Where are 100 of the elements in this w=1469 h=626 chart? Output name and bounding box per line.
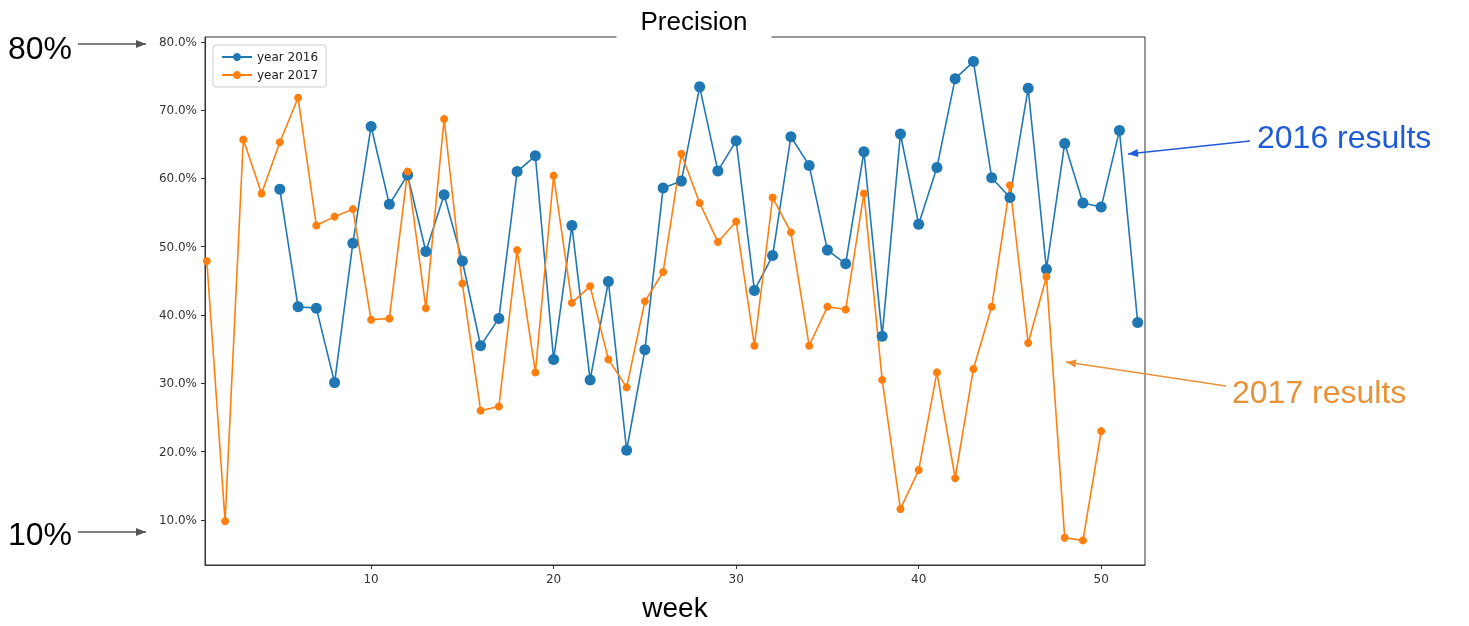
point <box>275 138 284 147</box>
legend-label: year 2017 <box>257 68 319 82</box>
point <box>621 444 633 456</box>
point <box>694 81 706 93</box>
point <box>1113 125 1125 137</box>
point <box>529 150 541 162</box>
y-tick-label: 20.0% <box>158 444 197 459</box>
point <box>294 93 303 102</box>
point <box>1005 181 1014 190</box>
point <box>748 284 760 296</box>
text: 2016 results <box>1257 119 1432 155</box>
point <box>1077 197 1089 209</box>
point <box>456 255 468 267</box>
point <box>785 131 797 143</box>
x-tick-label: 40 <box>911 572 927 586</box>
point <box>329 377 341 389</box>
point <box>549 171 558 180</box>
x-tick-label: 50 <box>1093 572 1109 586</box>
point <box>859 189 868 198</box>
x-tick-label: 30 <box>728 572 744 586</box>
point <box>767 250 779 262</box>
point <box>713 237 722 246</box>
point <box>840 258 852 270</box>
point <box>986 172 998 184</box>
point <box>383 198 395 210</box>
point <box>750 341 759 350</box>
point <box>330 212 339 221</box>
point <box>951 474 960 483</box>
point <box>421 304 430 313</box>
x-axis-title: week <box>641 591 709 623</box>
point <box>458 279 467 288</box>
point <box>730 135 742 147</box>
point <box>823 302 832 311</box>
point <box>657 182 669 194</box>
point <box>312 221 321 230</box>
point <box>677 149 686 158</box>
point <box>712 165 724 177</box>
point <box>987 302 996 311</box>
point <box>967 56 979 68</box>
point <box>403 167 412 176</box>
point <box>257 189 266 198</box>
point <box>659 267 668 276</box>
point <box>1042 272 1051 281</box>
point <box>420 245 432 257</box>
point <box>803 159 815 171</box>
y-tick-label: 10.0% <box>158 512 197 527</box>
point <box>367 315 376 324</box>
text: 10% <box>8 516 73 552</box>
point <box>1132 317 1144 329</box>
point <box>1040 263 1052 275</box>
point <box>221 517 230 526</box>
y-tick-label: 40.0% <box>158 308 197 322</box>
point <box>274 183 286 195</box>
point <box>567 298 576 307</box>
point <box>438 189 450 201</box>
point <box>348 205 357 214</box>
point <box>310 302 322 314</box>
point <box>914 466 923 475</box>
point <box>732 217 741 226</box>
point <box>511 166 523 178</box>
x-tick-label: 20 <box>545 572 562 586</box>
point <box>786 228 795 237</box>
point <box>1024 339 1033 348</box>
point <box>913 218 925 230</box>
point <box>586 282 595 291</box>
x-tick-label: 10 <box>363 572 379 586</box>
point <box>969 364 978 373</box>
point <box>1004 192 1016 204</box>
point <box>584 374 596 386</box>
point <box>292 301 304 313</box>
point <box>475 340 487 352</box>
point <box>805 341 814 350</box>
point <box>385 314 394 323</box>
legend-label: year 2016 <box>257 50 319 64</box>
point <box>476 406 485 415</box>
point <box>768 193 777 202</box>
point <box>639 344 651 356</box>
point <box>440 114 449 123</box>
y-tick-label: 30.0% <box>158 376 197 391</box>
point <box>931 161 943 173</box>
point <box>821 244 833 256</box>
point <box>548 353 560 365</box>
point <box>494 402 503 411</box>
y-tick-label: 70.0% <box>158 103 197 118</box>
point <box>878 375 887 384</box>
point <box>202 257 211 266</box>
point <box>604 355 613 364</box>
point <box>513 246 522 255</box>
point <box>1059 138 1071 150</box>
y-tick-label: 50.0% <box>158 239 197 254</box>
point <box>894 128 906 140</box>
chart-title: Precision <box>640 6 748 36</box>
point <box>949 73 961 85</box>
text: 80% <box>8 30 73 66</box>
point <box>896 504 905 513</box>
point <box>239 135 248 144</box>
point <box>876 330 888 342</box>
point <box>602 276 614 288</box>
point <box>493 312 505 324</box>
point <box>365 120 377 132</box>
